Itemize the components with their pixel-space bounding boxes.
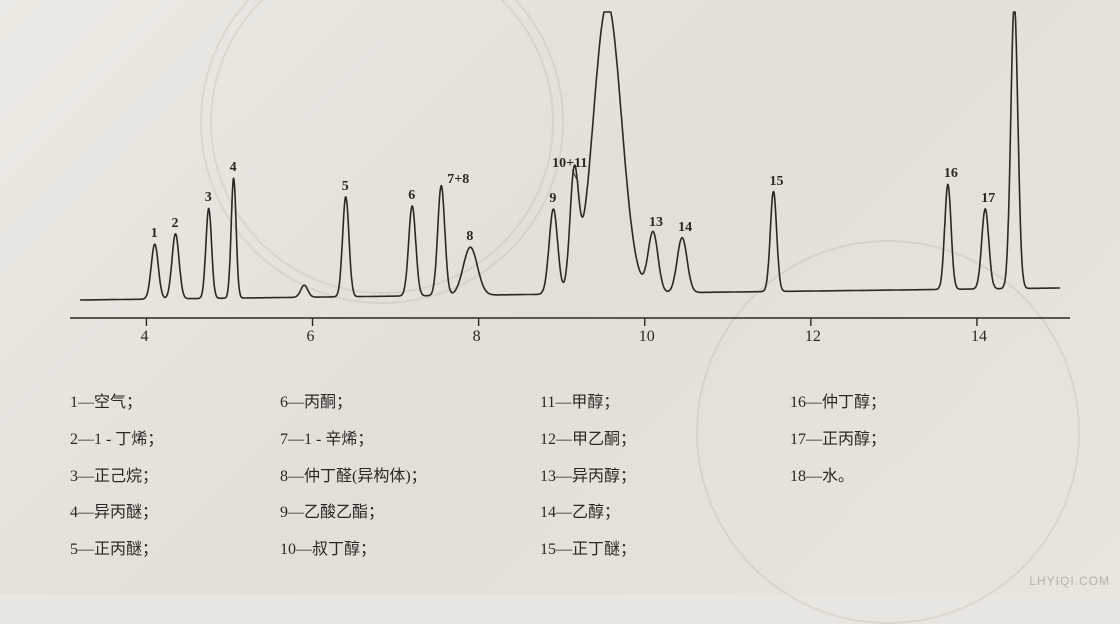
legend-item: 4—异丙醚； xyxy=(70,495,163,532)
x-tick-label: 6 xyxy=(307,328,315,346)
legend-column: 1—空气；2—1 - 丁烯；3—正己烷；4—异丙醚；5—正丙醚； xyxy=(70,385,163,569)
peak-label: 16 xyxy=(944,166,958,182)
legend-item: 12—甲乙酮； xyxy=(540,422,636,459)
legend-column: 11—甲醇；12—甲乙酮；13—异丙醇；14—乙醇；15—正丁醚； xyxy=(540,385,636,569)
legend-item: 16—仲丁醇； xyxy=(790,385,886,422)
legend-item: 6—丙酮； xyxy=(280,385,427,422)
x-tick-label: 12 xyxy=(805,328,821,346)
x-tick-label: 10 xyxy=(639,328,655,346)
legend-column: 16—仲丁醇；17—正丙醇；18—水。 xyxy=(790,385,886,495)
chromatogram-svg xyxy=(60,10,1080,340)
legend-item: 11—甲醇； xyxy=(540,385,636,422)
legend-item: 14—乙醇； xyxy=(540,495,636,532)
peak-label: 9 xyxy=(549,191,556,207)
x-tick-label: 8 xyxy=(473,328,481,346)
watermark-text: LHYIQI.COM xyxy=(1029,574,1110,588)
legend-item: 10—叔丁醇； xyxy=(280,532,427,569)
legend-item: 15—正丁醚； xyxy=(540,532,636,569)
legend-item: 2—1 - 丁烯； xyxy=(70,422,163,459)
peak-label: 10+11 xyxy=(552,156,587,172)
legend-item: 1—空气； xyxy=(70,385,163,422)
peak-label: 2 xyxy=(172,216,179,232)
peak-label: 1 xyxy=(151,226,158,242)
legend-column: 6—丙酮；7—1 - 辛烯；8—仲丁醛(异构体)；9—乙酸乙酯；10—叔丁醇； xyxy=(280,385,427,569)
peak-label: 13 xyxy=(649,215,663,231)
legend-item: 13—异丙醇； xyxy=(540,459,636,496)
peak-label: 8 xyxy=(466,229,473,245)
peak-label: 14 xyxy=(678,220,692,236)
legend-item: 3—正己烷； xyxy=(70,459,163,496)
legend-item: 9—乙酸乙酯； xyxy=(280,495,427,532)
legend-item: 5—正丙醚； xyxy=(70,532,163,569)
x-tick-label: 4 xyxy=(140,328,148,346)
peak-label: 3 xyxy=(205,190,212,206)
legend-item: 18—水。 xyxy=(790,459,886,496)
x-tick-label: 14 xyxy=(971,328,987,346)
peak-label: 17 xyxy=(981,191,995,207)
peak-label: 5 xyxy=(342,179,349,195)
peak-label: 15 xyxy=(769,174,783,190)
legend-item: 17—正丙醇； xyxy=(790,422,886,459)
peak-label: 6 xyxy=(408,188,415,204)
legend-item: 7—1 - 辛烯； xyxy=(280,422,427,459)
peak-label: 7+8 xyxy=(447,172,469,188)
chromatogram-chart xyxy=(60,10,1080,340)
legend-item: 8—仲丁醛(异构体)； xyxy=(280,459,427,496)
peak-label: 4 xyxy=(230,160,237,176)
